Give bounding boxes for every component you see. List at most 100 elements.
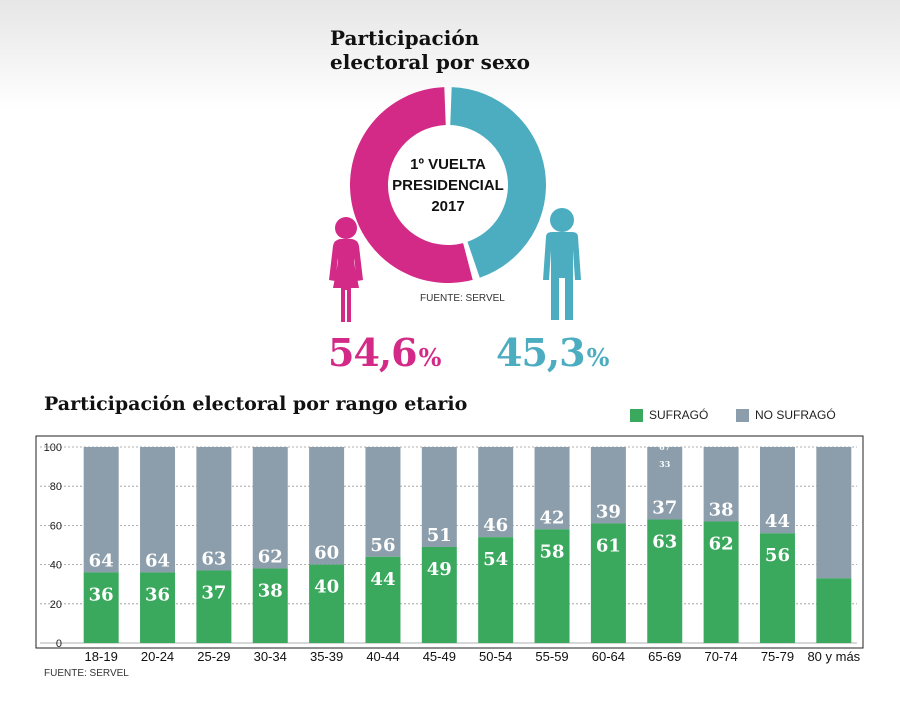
- bar-label-voted: 44: [370, 569, 395, 590]
- bar-voted: [140, 572, 176, 643]
- bar-voted: [759, 533, 795, 643]
- bar-chart-title: Participación electoral por rango etario: [44, 393, 468, 415]
- x-tick-label: 70-74: [704, 649, 737, 664]
- bar-label-not-voted: 46: [483, 515, 508, 536]
- female-figure-icon: [329, 217, 363, 322]
- bar-not-voted: [309, 447, 345, 565]
- x-tick-label: 75-79: [761, 649, 794, 664]
- donut-center-line3: 2017: [431, 198, 464, 215]
- x-tick-label: 80 y más: [807, 649, 860, 664]
- bar-not-voted: [140, 447, 176, 573]
- x-tick-label: 55-59: [535, 649, 568, 664]
- bar-stray-label: 67: [659, 442, 670, 452]
- x-tick-label: 25-29: [197, 649, 230, 664]
- bar-not-voted: [647, 447, 683, 520]
- donut-title-line1: Participación: [330, 26, 480, 50]
- legend-swatch-voted: [630, 408, 643, 422]
- bar-label-voted: 40: [314, 577, 339, 598]
- bar-voted: [252, 568, 288, 643]
- x-tick-label: 65-69: [648, 649, 681, 664]
- bar-stray-label: 33: [659, 459, 671, 469]
- female-percentage-value: 54,6: [328, 330, 418, 375]
- bar-label-voted: 54: [483, 549, 508, 570]
- x-tick-label: 20-24: [141, 649, 174, 664]
- bar-not-voted: [703, 447, 739, 522]
- bar-label-not-voted: 44: [765, 511, 790, 532]
- female-percentage-symbol: %: [418, 343, 442, 372]
- bar-not-voted: [534, 447, 570, 530]
- female-percentage: 54,6%: [328, 330, 442, 375]
- legend-swatch-not-voted: [736, 408, 749, 422]
- bar-not-voted: [83, 447, 119, 573]
- donut-chart: 1º VUELTA PRESIDENCIAL 2017: [329, 87, 581, 322]
- legend-label-not-voted: NO SUFRAGÓ: [755, 408, 836, 422]
- bar-not-voted: [478, 447, 514, 538]
- bar-label-not-voted: 51: [427, 525, 452, 546]
- bar-label-not-voted: 39: [596, 501, 621, 522]
- bar-label-not-voted: 37: [652, 498, 677, 519]
- legend-item-not-voted: NO SUFRAGÓ: [736, 408, 836, 422]
- legend-label-voted: SUFRAGÓ: [649, 408, 709, 422]
- bar-label-not-voted: 64: [145, 550, 170, 571]
- bar-not-voted: [365, 447, 401, 557]
- bar-chart-y-ticks: 0 20 40 60 80 100: [44, 442, 62, 650]
- donut-source: FUENTE: SERVEL: [420, 293, 505, 304]
- bar-label-voted: 36: [145, 584, 170, 605]
- donut-slice-male: [450, 87, 547, 278]
- male-percentage-symbol: %: [586, 343, 610, 372]
- bar-label-not-voted: 42: [540, 507, 565, 528]
- x-tick-label: 35-39: [310, 649, 343, 664]
- bar-voted: [816, 578, 852, 643]
- male-percentage-value: 45,3: [496, 330, 586, 375]
- bar-label-voted: 38: [258, 581, 283, 602]
- y-tick-label: 100: [44, 442, 62, 454]
- donut-slice-female: [349, 87, 473, 284]
- y-tick-label: 0: [56, 638, 62, 650]
- bar-label-not-voted: 60: [314, 543, 339, 564]
- bar-not-voted: [759, 447, 795, 534]
- bar-voted: [196, 570, 232, 643]
- bar-voted: [83, 572, 119, 643]
- bar-voted: [478, 537, 514, 643]
- x-tick-label: 18-19: [85, 649, 118, 664]
- bar-not-voted: [590, 447, 626, 524]
- donut-chart-title: Participación electoral por sexo: [330, 26, 590, 74]
- x-tick-label: 30-34: [254, 649, 287, 664]
- x-tick-label: 40-44: [366, 649, 399, 664]
- bar-label-voted: 63: [652, 532, 677, 553]
- bar-label-not-voted: 38: [709, 499, 734, 520]
- bar-voted: [309, 564, 345, 643]
- male-figure-icon: [543, 208, 581, 320]
- bar-voted: [534, 529, 570, 643]
- bar-label-voted: 56: [765, 545, 790, 566]
- bar-not-voted: [421, 447, 457, 547]
- bar-not-voted: [252, 447, 288, 569]
- bar-voted: [703, 521, 739, 643]
- bar-label-not-voted: 62: [258, 547, 283, 568]
- bar-label-voted: 49: [427, 559, 452, 580]
- y-tick-label: 80: [50, 481, 62, 493]
- donut-title-line2: electoral por sexo: [330, 50, 530, 74]
- y-tick-label: 60: [50, 520, 62, 532]
- bar-label-not-voted: 64: [89, 550, 114, 571]
- donut-slices: [349, 87, 547, 284]
- donut-center-line2: PRESIDENCIAL: [392, 177, 504, 194]
- donut-center-line1: 1º VUELTA: [410, 156, 486, 173]
- bar-label-voted: 62: [709, 533, 734, 554]
- bar-label-not-voted: 56: [370, 535, 395, 556]
- y-tick-label: 40: [50, 560, 62, 572]
- bar-not-voted: [816, 447, 852, 579]
- bar-chart-x-ticks: 18-19 20-24 25-29 30-34 35-39 40-44 45-49 50-54…: [85, 649, 861, 664]
- bar-label-voted: 37: [201, 582, 226, 603]
- x-tick-label: 50-54: [479, 649, 512, 664]
- bar-source: FUENTE: SERVEL: [44, 668, 129, 679]
- bar-label-not-voted: 63: [201, 548, 226, 569]
- bar-label-voted: 58: [540, 541, 565, 562]
- bar-voted: [647, 519, 683, 643]
- x-tick-label: 45-49: [423, 649, 456, 664]
- male-percentage: 45,3%: [496, 330, 610, 375]
- bar-label-voted: 61: [596, 535, 621, 556]
- y-tick-label: 20: [50, 599, 62, 611]
- bar-not-voted: [196, 447, 232, 571]
